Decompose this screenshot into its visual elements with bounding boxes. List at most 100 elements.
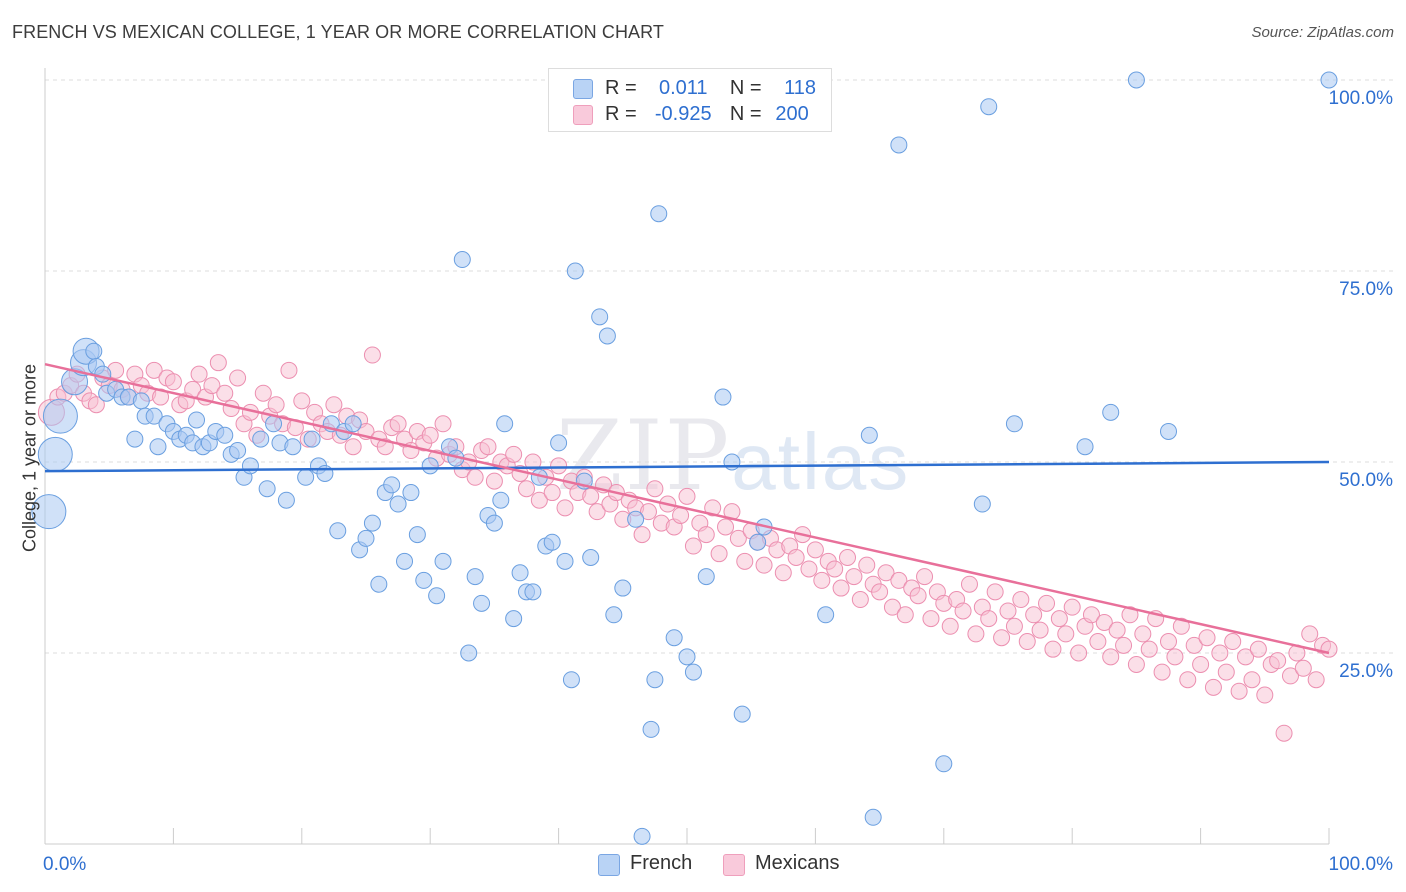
mexicans-point [871,583,889,601]
legend-n-value-french: 118 [784,77,816,99]
french-point [598,327,616,345]
mexicans-point [999,602,1017,620]
french-point [363,514,381,532]
mexicans-point [916,568,934,586]
mexicans-point [1095,613,1113,631]
french-point [1320,71,1338,89]
legend-n-value-mexicans: 200 [775,103,809,125]
mexicans-point [1307,671,1325,689]
french-point [37,436,73,472]
mexicans-point [1025,606,1043,624]
mexicans-point [1018,633,1036,651]
mexicans-point [736,552,754,570]
mexicans-point [530,491,548,509]
french-point [1005,415,1023,433]
mexicans-point [845,568,863,586]
source-credit: Source: ZipAtlas.com [1251,24,1394,41]
mexicans-point [774,564,792,582]
mexicans-point [1301,625,1319,643]
french-point [145,407,163,425]
mexicans-point [1160,633,1177,651]
mexicans-point [967,625,985,643]
mexicans-point [678,487,696,505]
mexicans-point [1320,640,1338,658]
mexicans-point [1153,663,1171,681]
french-point [149,438,167,456]
french-point [453,251,471,269]
mexicans-point [633,526,651,544]
mexicans-point [1082,606,1100,624]
mexicans-point [877,564,895,582]
mexicans-point [1044,640,1062,658]
mexicans-point [896,606,914,624]
french-point [408,526,426,544]
y-tick-label-3: 100.0% [1329,88,1394,109]
mexicans-point [267,396,285,414]
mexicans-point [1038,594,1056,612]
mexicans-point [1050,610,1068,628]
legend-swatch-mexicans [573,105,593,125]
french-point [396,552,414,570]
mexicans-point [280,361,298,379]
trend-lines [44,362,1330,655]
french-point [496,415,514,433]
french-point [241,457,259,475]
french-point [817,606,835,624]
french-point [1160,422,1177,440]
mexicans-point [1134,625,1152,643]
mexicans-point [1127,655,1145,673]
mexicans-point [1269,652,1287,670]
french-point [492,491,510,509]
mexicans-point [203,377,221,395]
french-point [303,430,321,448]
french-point [229,442,247,460]
french-point [646,671,664,689]
french-point [126,430,144,448]
mexicans-point [697,526,715,544]
french-point [344,415,362,433]
mexicans-point [556,499,574,517]
french-point [935,755,953,773]
french-point [562,671,580,689]
bottom-legend-swatch-mexicans [723,854,745,876]
french-point [485,514,503,532]
mexicans-point [909,587,927,605]
mexicans-point [826,560,844,578]
french-point [357,529,375,547]
french-point [864,808,882,826]
mexicans-point [1249,640,1267,658]
mexicans-point [954,602,972,620]
mexicans-point [787,549,805,566]
mexicans-point [485,472,503,490]
french-point [582,549,600,566]
mexicans-point [1192,655,1210,673]
french-point [543,533,561,551]
mexicans-point [216,384,234,402]
mexicans-point [1031,621,1049,639]
mexicans-point [1211,644,1229,662]
french-point [415,571,433,589]
mexicans-point [344,438,362,456]
legend-r-label: R = [605,77,637,99]
mexicans-point [389,415,407,433]
mexicans-point [1217,663,1235,681]
french-point [252,430,270,448]
french-point [714,388,732,406]
mexicans-point [704,499,722,517]
mexicans-point [832,579,850,597]
mexicans-point [1063,598,1081,616]
french-point [973,495,991,513]
mexicans-point [1224,633,1242,651]
mexicans-point [1237,648,1255,666]
mexicans-point [479,438,497,456]
mexicans-point [890,571,908,589]
french-point [697,568,715,586]
mexicans-point [883,598,901,616]
legend: R = 0.011 N = 118 R = -0.925 N = 200 [548,68,832,132]
french-point [723,453,741,471]
mexicans-point [1166,648,1184,666]
mexicans-point [505,445,523,463]
legend-stats-mexicans: R = -0.925 N = 200 [605,103,817,126]
french-point [591,308,609,326]
